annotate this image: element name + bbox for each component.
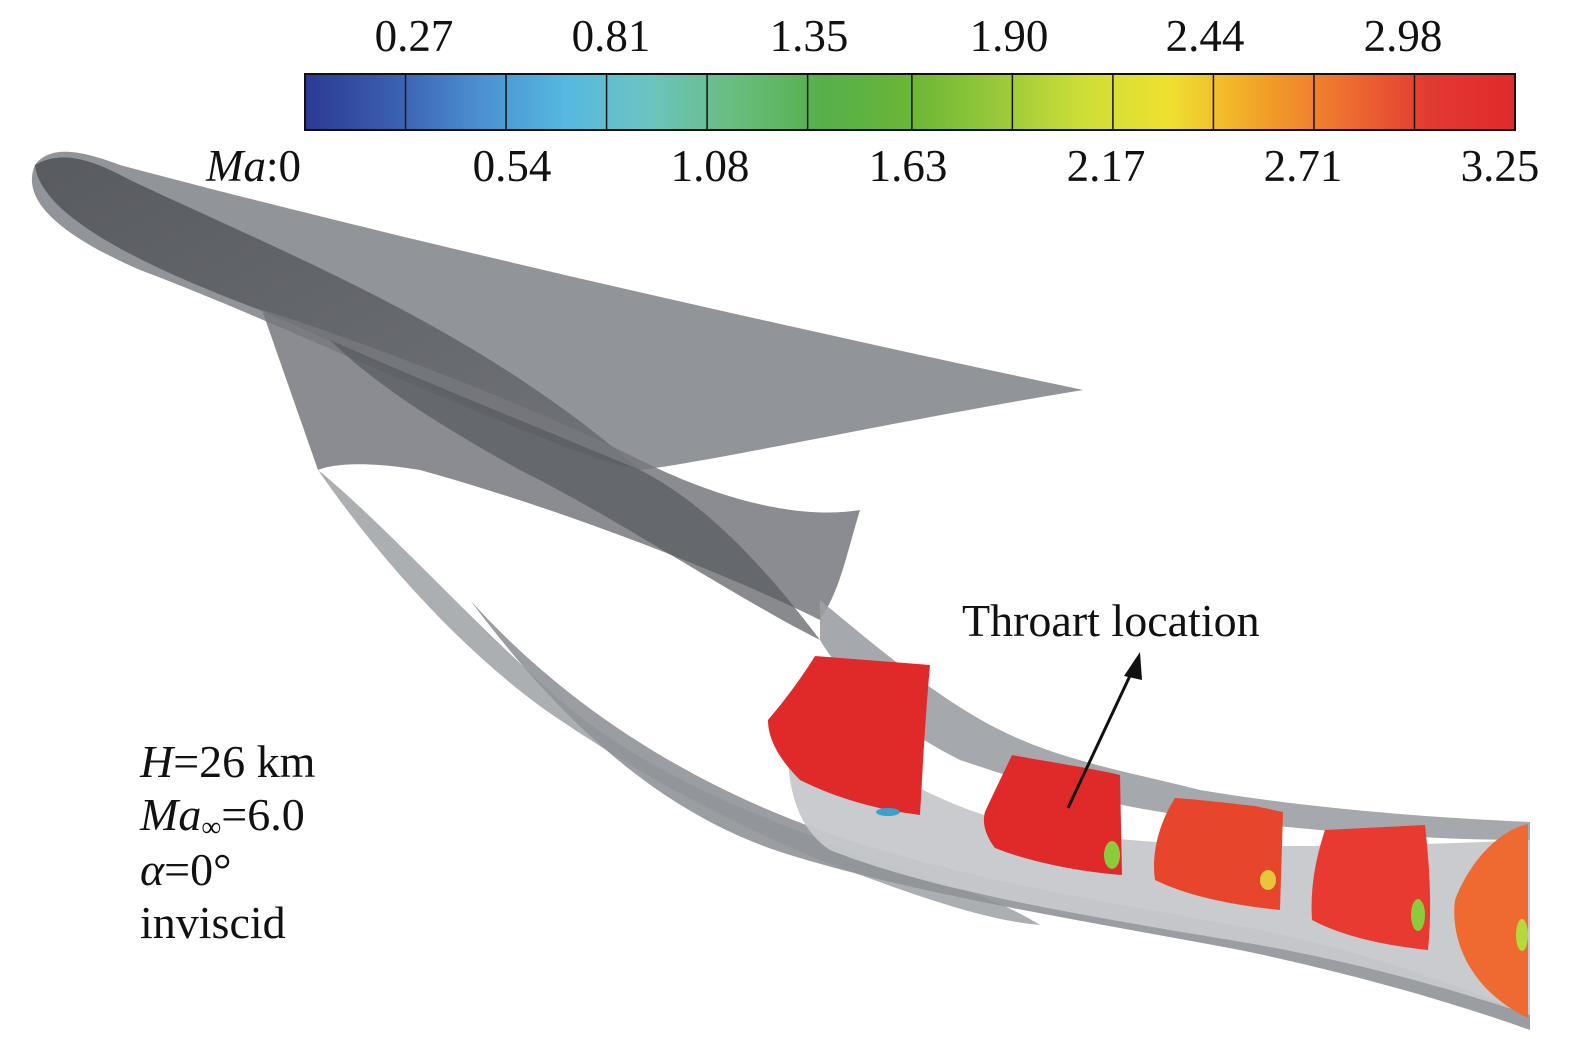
altitude-line: H=26 km: [140, 736, 315, 789]
mach-subscript: ∞: [201, 811, 222, 843]
mach-var: Ma: [140, 788, 202, 840]
contour-slice-1: [768, 656, 930, 815]
colorbar-fill: [305, 74, 1515, 130]
colorbar-variable-separator: :: [266, 141, 279, 191]
forebody-dark-underside: [35, 157, 640, 470]
altitude-var: H: [140, 736, 174, 787]
colorbar: [304, 73, 1516, 131]
contour-slice-5: [1454, 824, 1528, 1018]
mach-line: Ma∞=6.0: [140, 789, 315, 844]
colorbar-tick-bottom-0: 0: [278, 141, 302, 191]
throat-location-label: Throart location: [962, 595, 1260, 646]
mach-contour-slices: [768, 656, 1528, 1018]
colorbar-tick-top-0: 0.27: [374, 11, 454, 61]
duct-upper-wall: [820, 600, 1530, 840]
contour-slice-3: [1154, 798, 1283, 910]
inner-dark-band: [330, 340, 820, 640]
colorbar-tick-bottom-2: 1.08: [670, 141, 750, 191]
throat-arrow: [1066, 652, 1142, 809]
colorbar-tick-bottom-4: 2.17: [1066, 141, 1146, 191]
forebody-upper-surface: [31, 151, 1083, 470]
flow-conditions: H=26 km Ma∞=6.0 α=0° inviscid: [140, 736, 315, 950]
colorbar-tick-top-5: 2.98: [1363, 11, 1443, 61]
colorbar-tick-top-1: 0.81: [571, 11, 651, 61]
flow-model: inviscid: [140, 896, 286, 948]
colorbar-variable-name: Ma: [206, 141, 266, 191]
colorbar-variable-label: Ma:0: [206, 144, 301, 189]
altitude-value: =26 km: [173, 736, 316, 787]
forebody-surface: [31, 151, 1083, 470]
contour-slice-5-hot-spot: [1516, 919, 1528, 951]
contour-slice-4: [1311, 825, 1431, 950]
sidewall-surface: [262, 310, 860, 640]
contour-slice-3-hot-spot: [1260, 870, 1276, 890]
throat-arrow-head: [1124, 652, 1142, 680]
duct-lower-wall: [470, 600, 1530, 1030]
colorbar-tick-lines: [304, 74, 1516, 130]
colorbar-frame: [304, 73, 1516, 131]
contour-slice-4-hot-spot: [1411, 899, 1425, 931]
duct-shell: [318, 470, 1530, 1030]
contour-slice-2: [983, 755, 1122, 875]
colorbar-tick-top-4: 2.44: [1165, 11, 1245, 61]
colorbar-tick-top-3: 1.90: [969, 11, 1049, 61]
throat-arrow-shaft: [1066, 664, 1137, 809]
contour-slice-1-low-spot: [876, 808, 900, 816]
alpha-line: α=0°: [140, 844, 315, 897]
alpha-var: α: [140, 844, 165, 896]
colorbar-tick-bottom-6: 3.25: [1460, 141, 1540, 191]
colorbar-tick-bottom-3: 1.63: [868, 141, 948, 191]
colorbar-tick-bottom-1: 0.54: [472, 141, 552, 191]
colorbar-tick-top-2: 1.35: [769, 11, 849, 61]
contour-slice-2-hot-spot: [1104, 841, 1120, 869]
alpha-value: =0°: [164, 844, 232, 896]
colorbar-tick-bottom-5: 2.71: [1263, 141, 1343, 191]
mach-value: =6.0: [221, 788, 305, 840]
